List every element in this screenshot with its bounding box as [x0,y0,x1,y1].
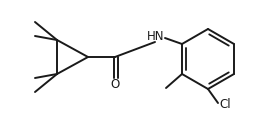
Text: O: O [110,79,120,91]
Text: HN: HN [147,29,165,42]
Text: Cl: Cl [219,99,231,112]
